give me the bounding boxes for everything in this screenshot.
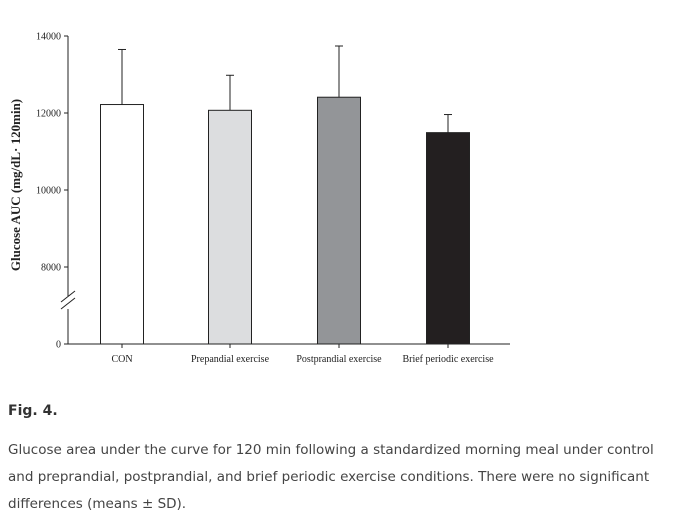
category-label: Postprandial exercise bbox=[296, 354, 382, 365]
bar-chart: 0 8000 10000 12000 14000 Glucose AUC (mg/dL· … bbox=[8, 32, 510, 366]
axis-break-mark bbox=[60, 290, 76, 303]
y-tick-label: 0 bbox=[56, 340, 61, 351]
category-label: Brief periodic exercise bbox=[402, 354, 494, 365]
chart-labels: 0 8000 10000 12000 14000 Glucose AUC (mg/dL· … bbox=[8, 32, 494, 366]
axis-break-mark bbox=[60, 297, 76, 310]
figure-label: Fig. 4. bbox=[8, 403, 58, 419]
bar bbox=[426, 132, 470, 345]
chart-error-bars bbox=[118, 45, 452, 133]
y-axis-label: Glucose AUC (mg/dL· 120min) bbox=[8, 99, 23, 271]
figure-caption: Glucose area under the curve for 120 min… bbox=[8, 442, 654, 512]
y-tick-label: 12000 bbox=[36, 109, 61, 120]
figure: 0 8000 10000 12000 14000 Glucose AUC (mg/dL· … bbox=[8, 32, 510, 366]
y-tick-label: 10000 bbox=[36, 186, 61, 197]
bar bbox=[100, 104, 144, 345]
category-label: CON bbox=[111, 354, 132, 365]
bar bbox=[208, 109, 252, 345]
chart-bars bbox=[100, 96, 470, 345]
y-tick-label: 14000 bbox=[36, 32, 61, 43]
bar bbox=[317, 96, 361, 345]
category-label: Prepandial exercise bbox=[191, 354, 270, 365]
y-tick-label: 8000 bbox=[41, 263, 61, 274]
